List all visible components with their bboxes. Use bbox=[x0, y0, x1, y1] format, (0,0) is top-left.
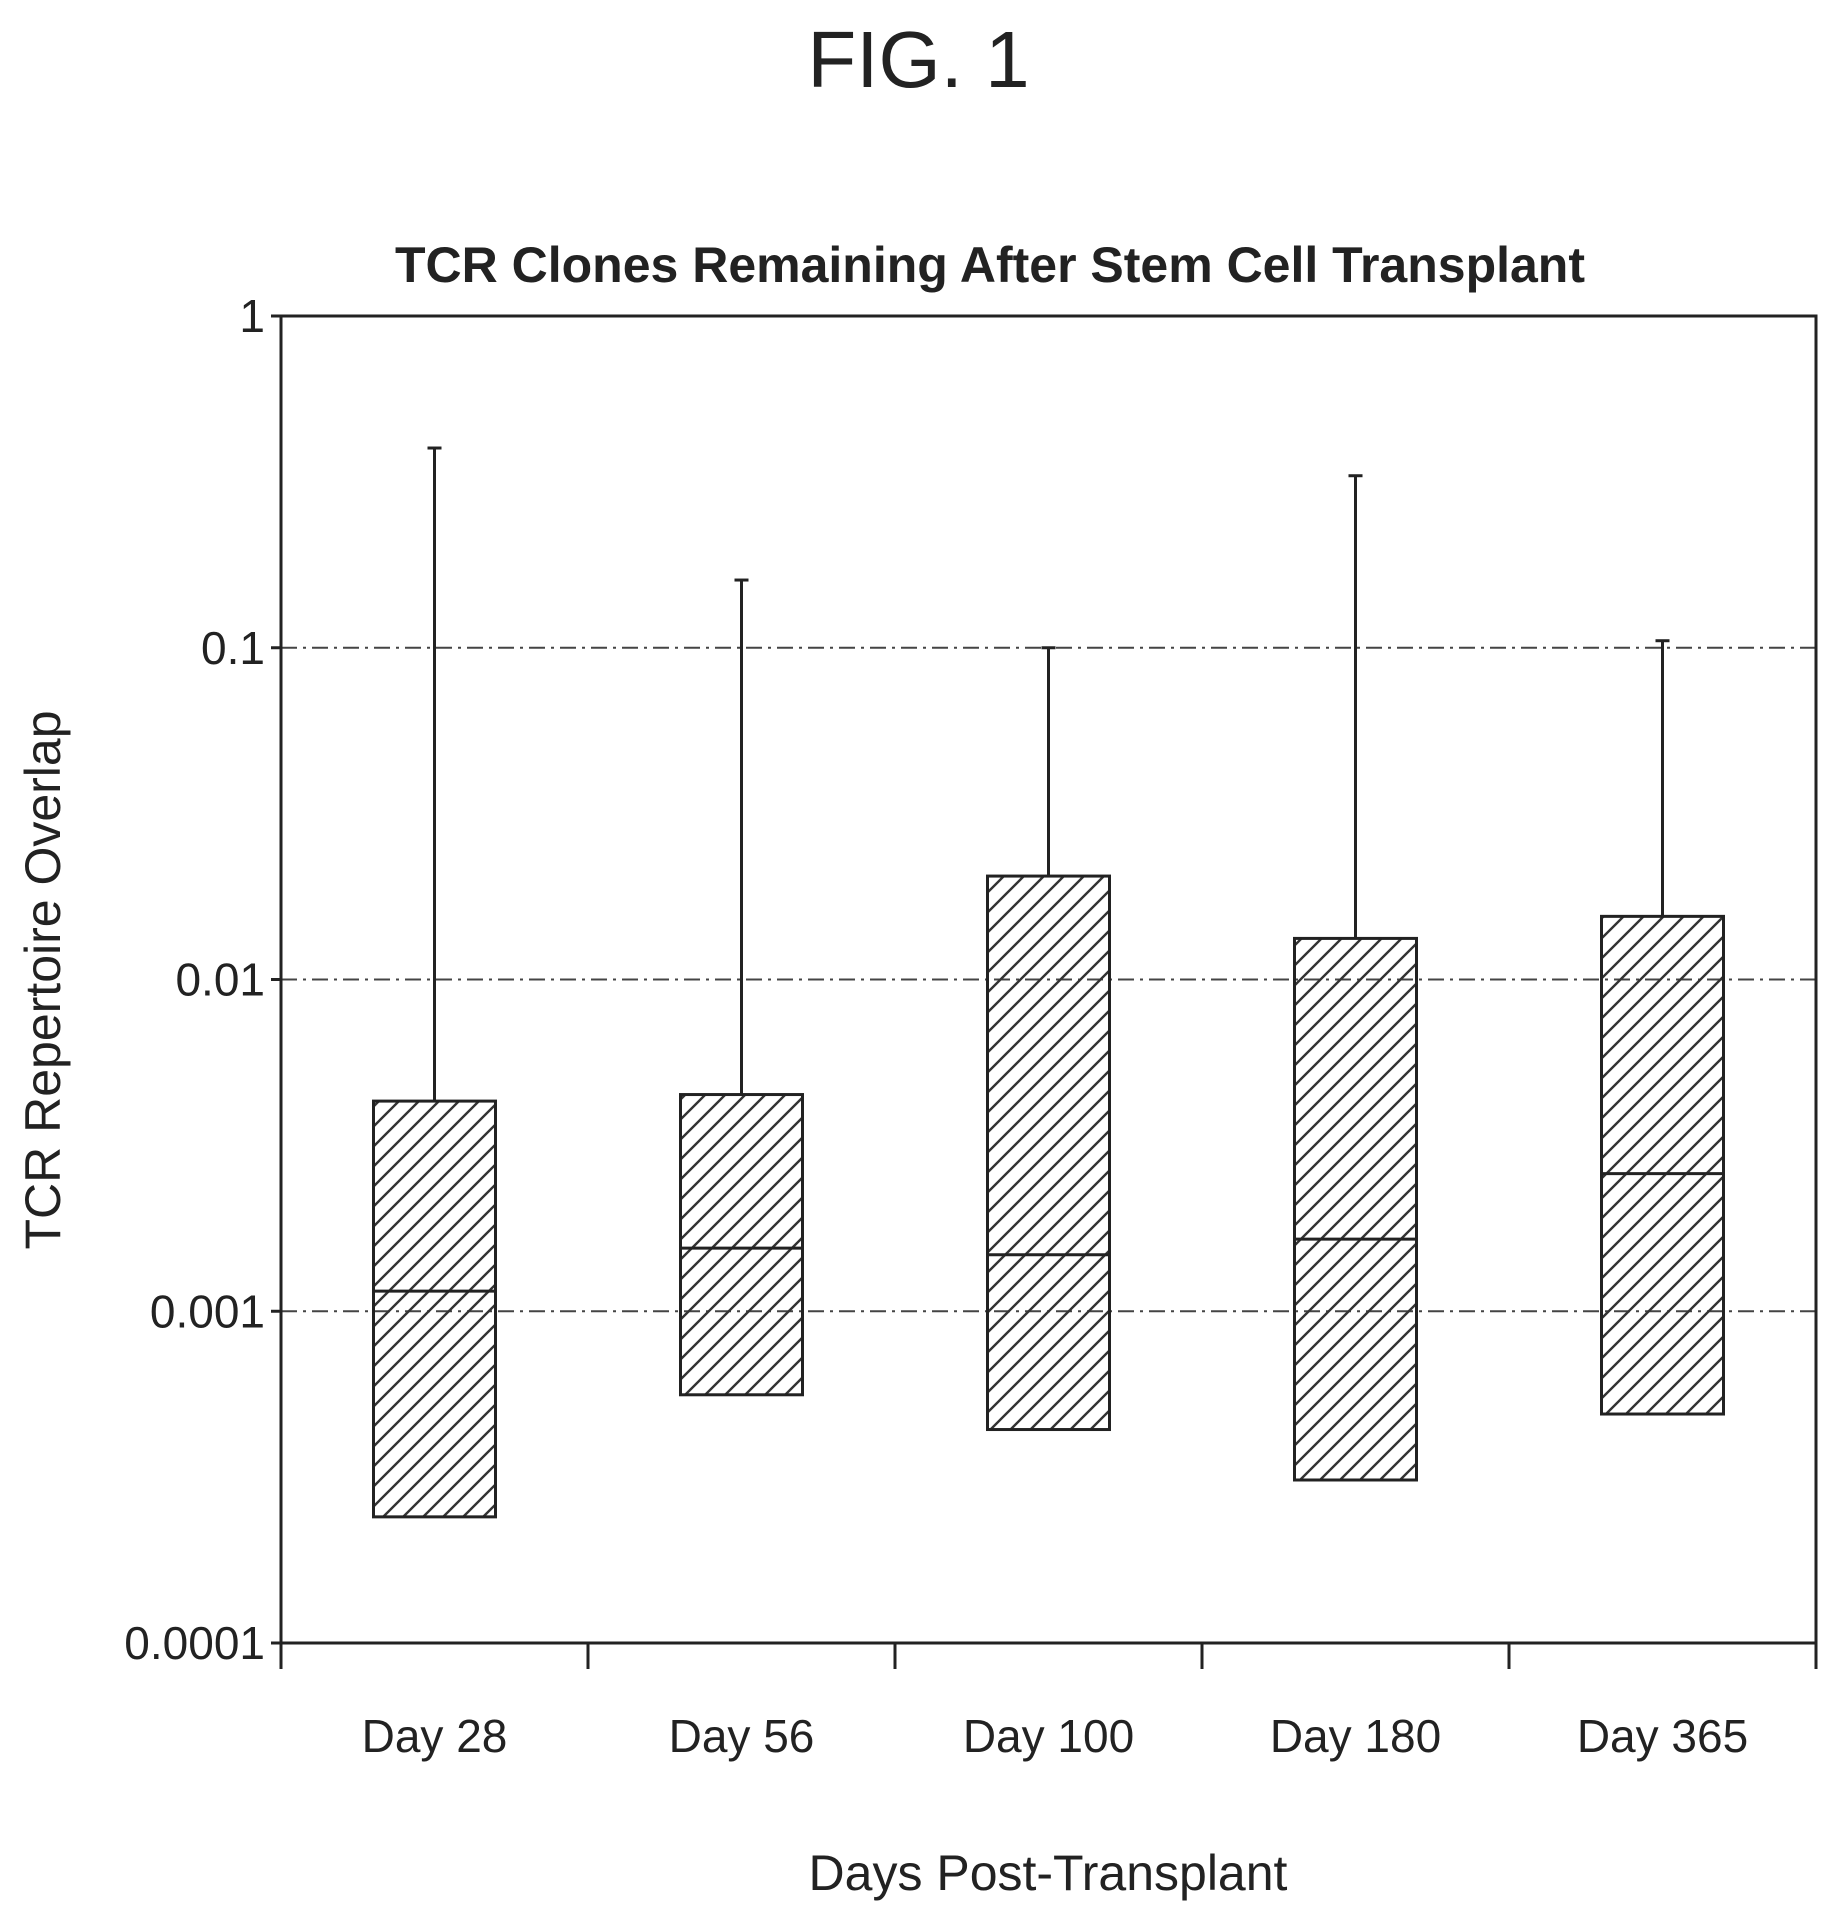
box-series bbox=[372, 446, 1725, 1519]
x-tick-label: Day 28 bbox=[362, 1710, 508, 1762]
x-tick-label: Day 180 bbox=[1270, 1710, 1441, 1762]
x-axis-ticks: Day 28 Day 56 Day 100 Day 180 Day 365 bbox=[279, 1643, 1818, 1762]
chart-title: TCR Clones Remaining After Stem Cell Tra… bbox=[395, 237, 1585, 293]
y-axis-title: TCR Repertoire Overlap bbox=[15, 710, 71, 1249]
y-tick-label: 0.0001 bbox=[124, 1617, 265, 1669]
box bbox=[1293, 936, 1418, 1482]
figure-label: FIG. 1 bbox=[807, 15, 1030, 104]
y-tick-label: 1 bbox=[239, 290, 265, 342]
y-tick-label: 0.01 bbox=[175, 954, 265, 1006]
y-axis-ticks: 1 0.1 0.01 0.001 0.0001 bbox=[124, 290, 281, 1669]
box bbox=[986, 874, 1111, 1432]
x-tick-label: Day 365 bbox=[1577, 1710, 1748, 1762]
box bbox=[679, 1093, 804, 1397]
box bbox=[372, 1099, 497, 1519]
box bbox=[1600, 914, 1725, 1416]
y-tick-label: 0.1 bbox=[201, 622, 265, 674]
y-tick-label: 0.001 bbox=[150, 1285, 265, 1337]
x-axis-title: Days Post-Transplant bbox=[809, 1845, 1288, 1901]
x-tick-label: Day 100 bbox=[963, 1710, 1134, 1762]
x-tick-label: Day 56 bbox=[669, 1710, 815, 1762]
